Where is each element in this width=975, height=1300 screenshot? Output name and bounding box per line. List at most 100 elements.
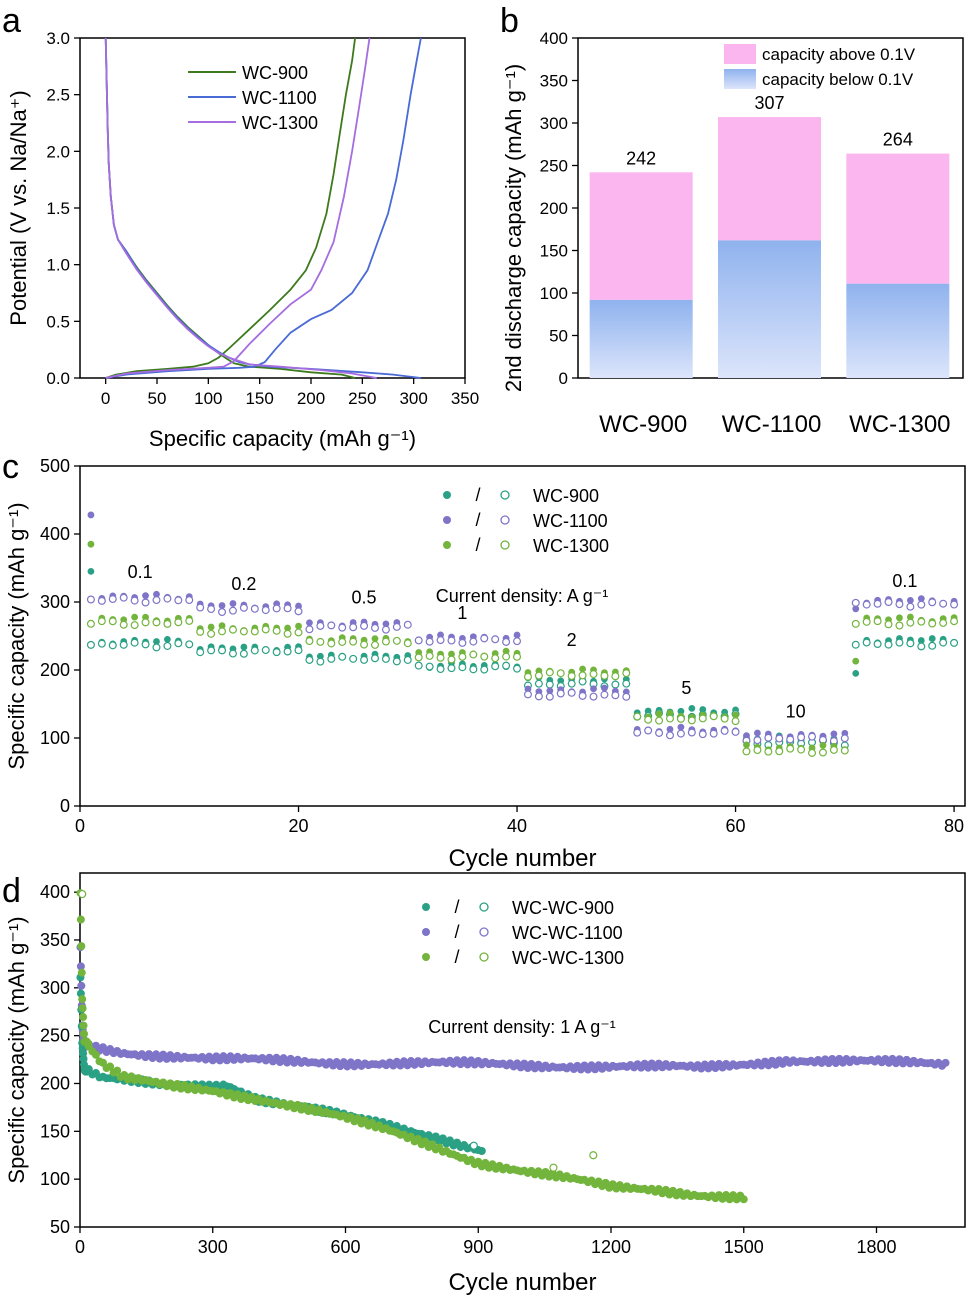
panel-c-wc-1300-charge-point: [829, 745, 838, 754]
panel-c-wc-900-charge-point: [108, 641, 117, 650]
panel-c-wc-900-charge-point: [622, 679, 631, 688]
panel-c-wc-1300-charge-point: [786, 744, 795, 753]
panel-c-wc-1100-charge-point: [851, 598, 860, 607]
panel-c-wc-1100-charge-point: [556, 689, 565, 698]
panel-b-bar-above-0.1v: [718, 117, 821, 241]
panel-d-x-axis-label: Cycle number: [448, 1269, 596, 1296]
panel-c-wc-1300-charge-point: [687, 716, 696, 725]
panel-c-wc-1100-charge-point: [655, 728, 664, 737]
panel-c-rate-label: 2: [567, 630, 577, 650]
panel-c-x-tick-label: 80: [944, 816, 964, 836]
panel-a-legend-label: WC-1100: [242, 88, 317, 108]
panel-b-y-tick-label: 100: [540, 284, 568, 303]
panel-c-rate-performance: 0 20 40 60 80 0 100 200 300 400 500 Cycle number Spe…: [4, 456, 966, 872]
panel-c-wc-1100-discharge-point: [142, 592, 149, 600]
panel-c-wc-1100-charge-point: [250, 604, 259, 613]
panel-c-wc-1300-charge-point: [152, 618, 161, 627]
panel-b-bar-above-0.1v: [589, 172, 693, 300]
panel-c-wc-1300-charge-point: [578, 671, 587, 680]
panel-c-wc-1100-charge-point: [633, 728, 642, 737]
panel-c-rate-label: 0.1: [128, 562, 153, 582]
panel-c-wc-900-charge-point: [163, 641, 172, 650]
panel-c-y-tick-label: 200: [40, 660, 70, 680]
panel-d-wc-wc-1300-point: [77, 968, 86, 977]
panel-c-wc-900-charge-point: [239, 649, 248, 658]
panel-c-x-tick-label: 40: [507, 816, 527, 836]
panel-c-wc-1100-discharge-point: [830, 730, 838, 738]
panel-b-bar-below-0.1v: [718, 240, 821, 378]
panel-d-x-tick-label: 300: [198, 1237, 228, 1257]
panel-c-legend-separator: /: [475, 535, 480, 555]
panel-c-wc-900-discharge-point: [852, 670, 860, 677]
panel-d-y-tick-label: 200: [40, 1073, 70, 1093]
panel-c-wc-1100-discharge-point: [382, 620, 390, 628]
panel-c-wc-900-charge-point: [458, 663, 467, 672]
panel-a-y-tick-label: 0.5: [46, 312, 70, 331]
panel-c-legend-label: WC-1100: [533, 511, 608, 531]
panel-c-wc-1100-charge-point: [207, 605, 216, 614]
panel-d-wc-wc-1300-point: [113, 1066, 122, 1075]
panel-c-wc-900-charge-point: [862, 638, 871, 647]
panel-c-wc-1300-charge-point: [665, 714, 674, 723]
panel-c-wc-1100-charge-point: [775, 734, 784, 743]
panel-c-wc-900-charge-point: [86, 640, 95, 649]
panel-c-rate-label: 5: [681, 678, 691, 698]
panel-c-wc-900-charge-point: [228, 649, 237, 658]
panel-c-wc-900-charge-point: [513, 664, 522, 673]
panel-label-d: d: [2, 872, 21, 910]
panel-c-legend-filled-marker: [443, 516, 451, 524]
panel-c-wc-1300-discharge-point: [896, 614, 903, 622]
panel-c-wc-1100-charge-point: [567, 688, 576, 697]
panel-c-wc-900-charge-point: [928, 641, 937, 650]
panel-c-wc-1300-charge-point: [928, 619, 937, 628]
panel-c-wc-900-charge-point: [207, 646, 216, 655]
panel-c-wc-1100-charge-point: [545, 692, 554, 701]
panel-c-wc-1100-charge-point: [600, 690, 609, 699]
panel-c-wc-1100-discharge-point: [153, 590, 160, 598]
panel-c-wc-1100-charge-point: [196, 603, 205, 612]
panel-c-wc-1300-charge-point: [611, 672, 620, 681]
panel-c-wc-1100-charge-point: [534, 692, 543, 701]
panel-c-wc-900-discharge-point: [87, 568, 95, 575]
panel-c-wc-1300-charge-point: [534, 671, 543, 680]
panel-b-y-tick-label: 300: [540, 114, 568, 133]
panel-a-x-tick-label: 300: [399, 389, 427, 408]
panel-a-x-tick-label: 50: [148, 389, 167, 408]
panel-c-wc-900-charge-point: [305, 655, 314, 664]
panel-c-wc-1100-charge-point: [152, 596, 161, 605]
panel-b-bar-below-0.1v: [589, 299, 693, 378]
panel-c-wc-1100-charge-point: [491, 635, 500, 644]
panel-c-wc-900-charge-point: [381, 654, 390, 663]
panel-c-wc-1300-charge-point: [174, 618, 183, 627]
panel-d-x-tick-label: 0: [75, 1237, 85, 1257]
panel-d-legend-separator: /: [454, 897, 459, 917]
panel-a-x-tick-label: 100: [194, 389, 222, 408]
panel-d-legend-filled-marker: [422, 903, 430, 911]
panel-c-wc-1300-charge-point: [917, 617, 926, 626]
panel-c-wc-1300-charge-point: [644, 715, 653, 724]
panel-c-wc-1100-charge-point: [163, 594, 172, 603]
panel-b-bar-above-0.1v: [846, 153, 950, 284]
panel-b-total-label: 307: [754, 93, 784, 113]
panel-label-a: a: [2, 2, 21, 40]
panel-c-wc-900-charge-point: [425, 662, 434, 671]
panel-d-wc-wc-1300-point: [106, 1062, 115, 1071]
panel-c-wc-1300-charge-point: [218, 627, 227, 636]
panel-c-wc-1300-charge-point: [360, 640, 369, 649]
panel-c-wc-1300-charge-point: [720, 714, 729, 723]
panel-c-wc-1100-charge-point: [720, 726, 729, 735]
panel-c-wc-900-discharge-point: [917, 637, 925, 644]
panel-c-wc-900-charge-point: [414, 661, 423, 670]
panel-c-wc-1100-discharge-point: [852, 605, 860, 613]
panel-c-y-axis-label: Specific capacity (mAh g⁻¹): [4, 502, 29, 769]
panel-c-wc-900-charge-point: [480, 665, 489, 674]
panel-c-wc-1300-charge-point: [436, 653, 445, 662]
panel-c-wc-1100-charge-point: [513, 637, 522, 646]
panel-d-y-tick-label: 100: [40, 1169, 70, 1189]
panel-c-wc-1100-charge-point: [589, 692, 598, 701]
panel-c-wc-1100-charge-point: [939, 599, 948, 608]
panel-d-wc-wc-1300-point: [76, 915, 85, 924]
panel-c-wc-1100-charge-point: [108, 595, 117, 604]
panel-b-y-tick-label: 350: [540, 72, 568, 91]
